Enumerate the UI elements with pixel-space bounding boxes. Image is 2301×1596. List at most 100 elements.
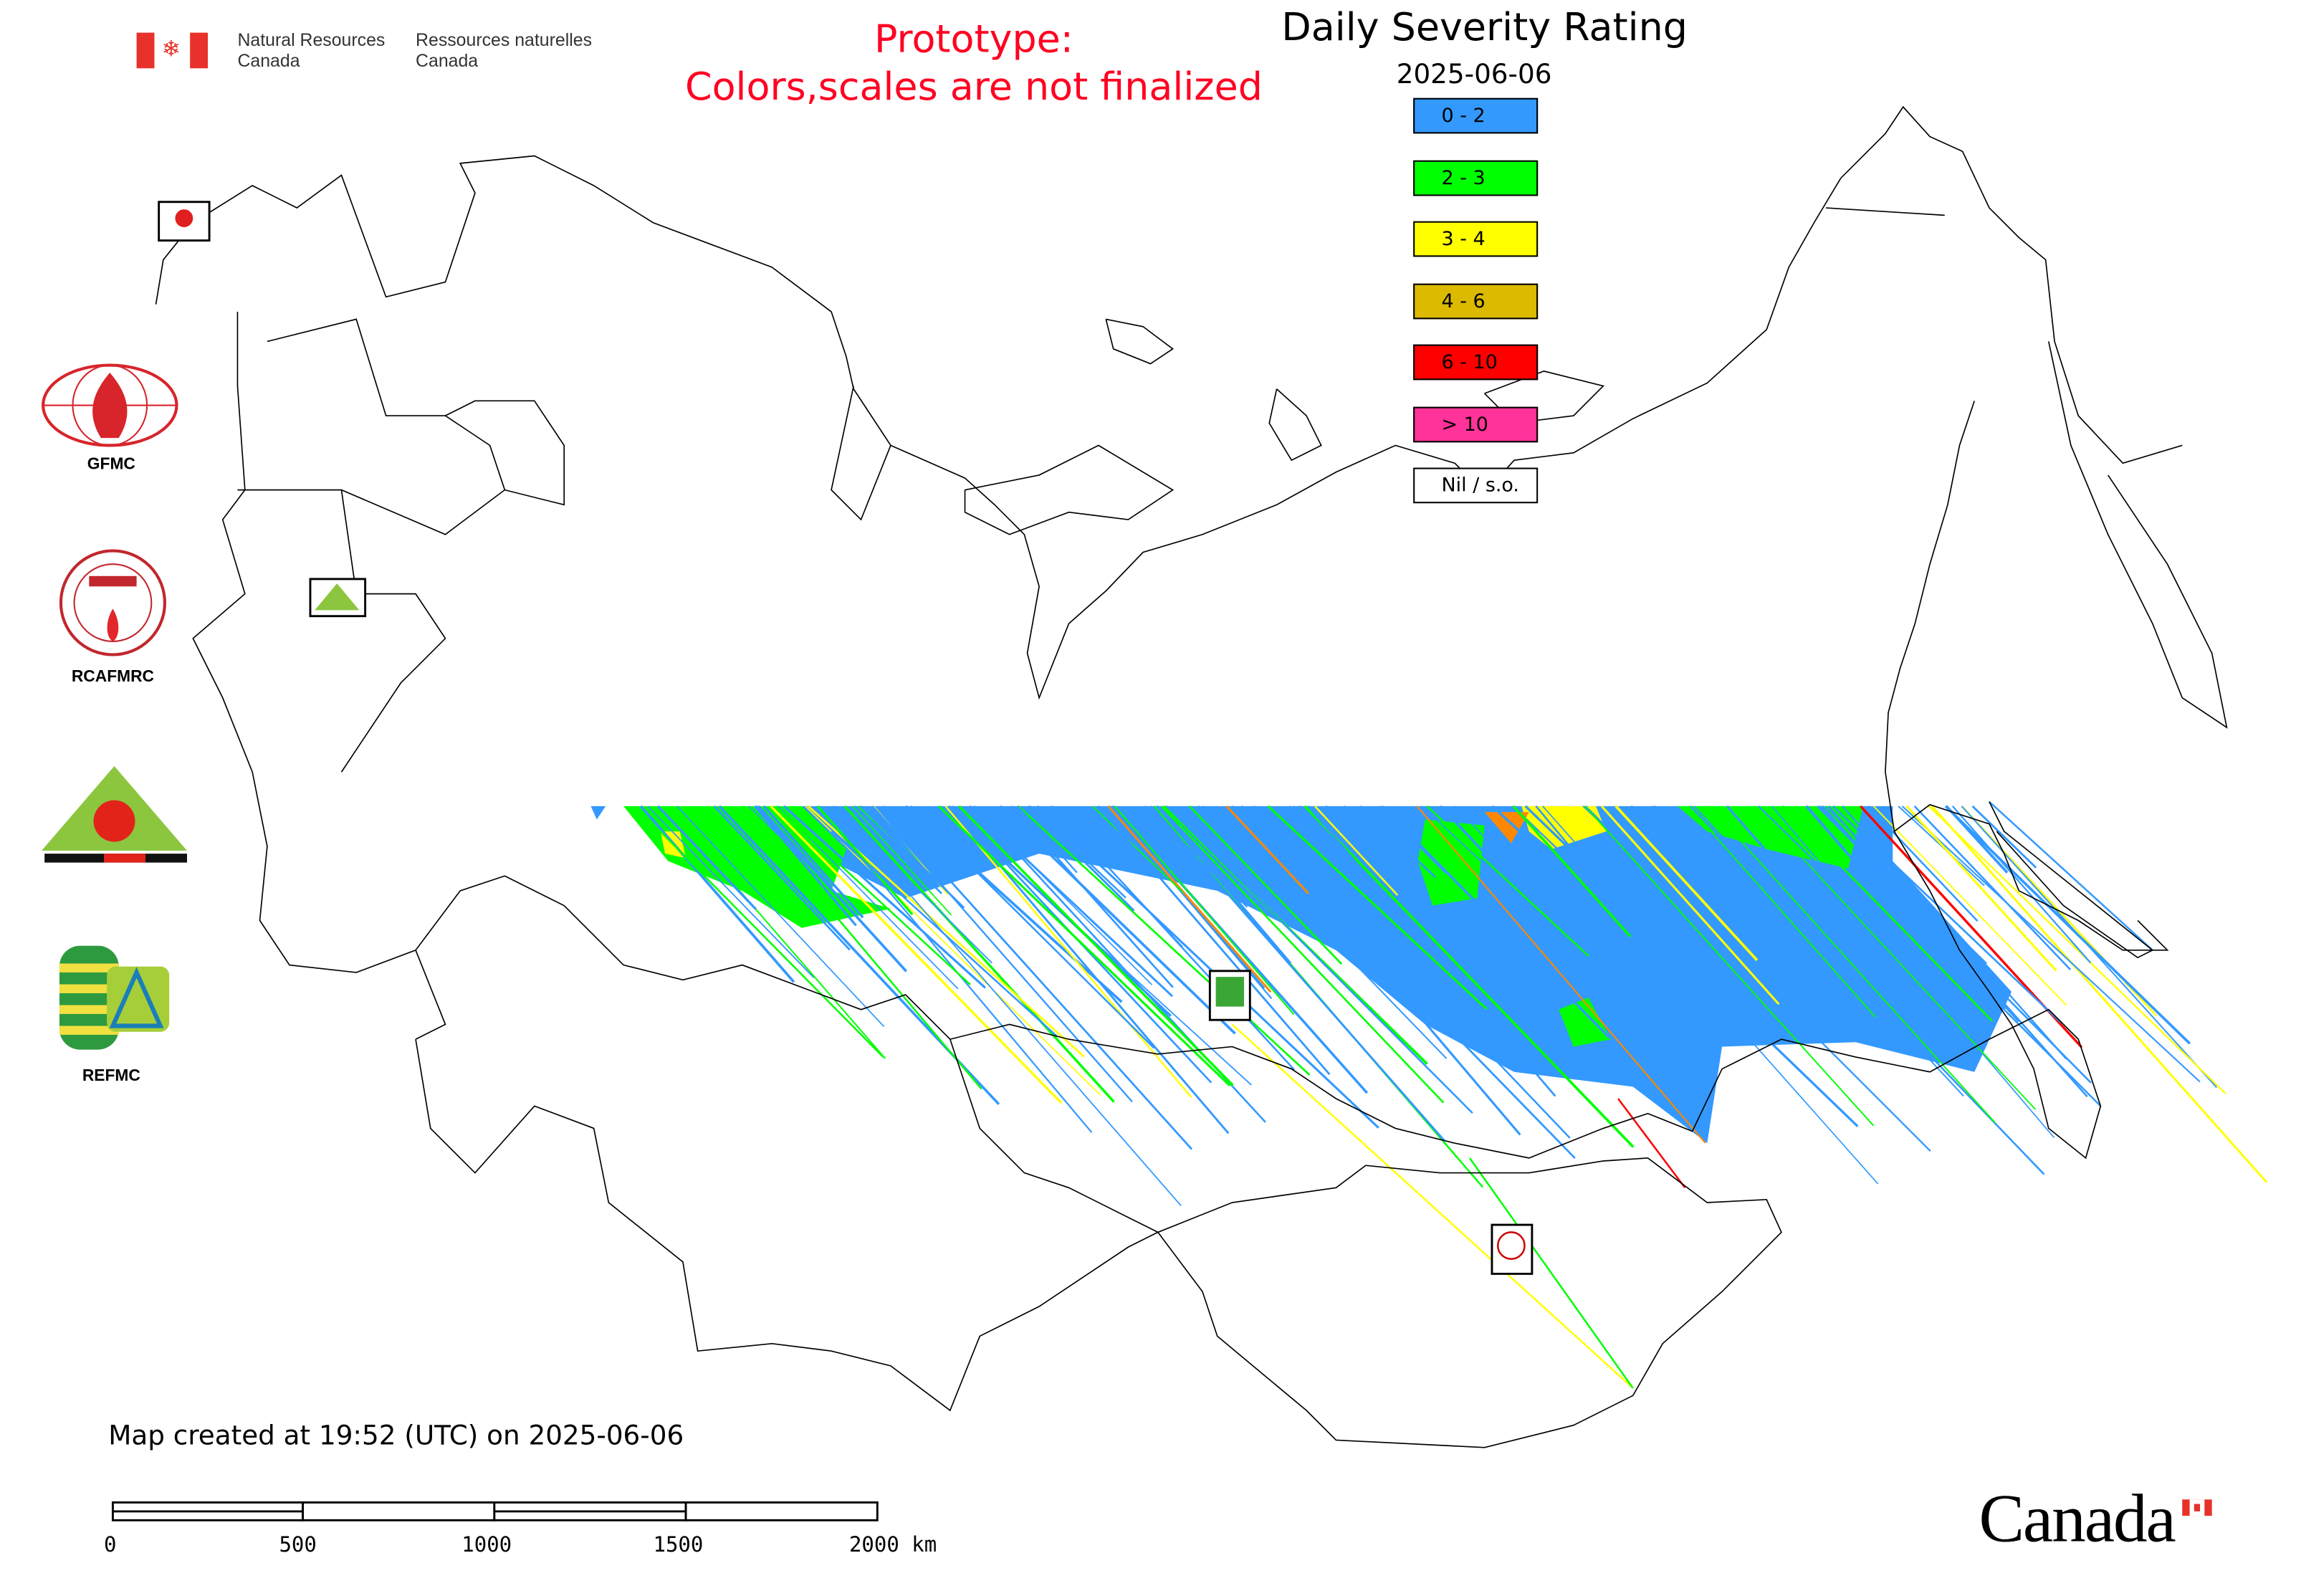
severity-streak bbox=[1817, 805, 2092, 1084]
prototype-notice: Prototype: Colors,scales are not finaliz… bbox=[647, 16, 1301, 112]
severity-streak bbox=[1018, 805, 1311, 1076]
severity-streak bbox=[1091, 806, 1184, 893]
severity-streak bbox=[969, 805, 1174, 998]
agency-en-line1: Natural Resources bbox=[237, 29, 386, 51]
severity-streak bbox=[1781, 805, 1993, 1022]
severity-streak bbox=[753, 805, 857, 927]
severity-streak bbox=[859, 805, 965, 909]
severity-streak bbox=[843, 805, 1115, 1103]
severity-streak bbox=[1231, 805, 1576, 1160]
legend-item: 0 - 2 bbox=[1413, 97, 1539, 134]
severity-streak bbox=[1267, 805, 1488, 1010]
severity-streak bbox=[1027, 805, 1135, 912]
severity-streak bbox=[937, 805, 1231, 1087]
severity-streak bbox=[1600, 805, 1780, 1005]
severity-streak bbox=[1426, 805, 1590, 957]
severity-data-layer bbox=[590, 801, 2268, 1389]
severity-streak bbox=[1913, 805, 2072, 970]
severity-streak bbox=[1114, 806, 1295, 1016]
scale-label-500: 500 bbox=[279, 1533, 317, 1558]
severity-streak bbox=[1036, 805, 1379, 1129]
severity-streak bbox=[999, 805, 1236, 1035]
kazakhstan-south-border bbox=[415, 1038, 1159, 1412]
reefmc-logo bbox=[39, 765, 191, 866]
severity-streak bbox=[1324, 805, 1397, 874]
prototype-line1: Prototype: bbox=[874, 17, 1073, 63]
rcafmrc-label: RCAFMRC bbox=[71, 668, 155, 687]
legend-item: Nil / s.o. bbox=[1413, 467, 1539, 504]
severity-streak bbox=[1111, 805, 1369, 1094]
severity-streak bbox=[1931, 805, 2268, 1183]
agency-fr-line2: Canada bbox=[416, 50, 479, 72]
severity-streak bbox=[1951, 806, 2092, 964]
severity-streak bbox=[770, 805, 1063, 1104]
severity-streak bbox=[1454, 806, 1550, 906]
severity-streak bbox=[1468, 1157, 1634, 1389]
severity-streak bbox=[1378, 806, 1447, 874]
europe-borders-3 bbox=[445, 400, 565, 506]
severity-streak bbox=[851, 806, 952, 916]
novaya-zemlya bbox=[831, 386, 891, 521]
severity-streak bbox=[831, 831, 1058, 1037]
gfmc-globe-icon bbox=[42, 363, 178, 447]
severity-streak bbox=[666, 806, 886, 1059]
severity-streak bbox=[1827, 806, 2088, 1098]
mongolia-border bbox=[1157, 1157, 1782, 1448]
severity-streak bbox=[1630, 806, 1848, 1041]
scale-label-0: 0 bbox=[104, 1533, 117, 1558]
severity-streak bbox=[1758, 806, 1953, 996]
map-date: 2025-06-06 bbox=[1396, 59, 1552, 91]
severity-streak bbox=[755, 805, 908, 973]
severity-streak bbox=[1584, 806, 1875, 1127]
severity-streak bbox=[832, 806, 1182, 1207]
arctic-islands bbox=[964, 444, 1175, 535]
severity-streak bbox=[1166, 805, 1473, 1114]
severity-streak bbox=[1160, 805, 1445, 1104]
severity-streak bbox=[647, 806, 815, 978]
severity-streak bbox=[1143, 806, 1248, 908]
severity-streak bbox=[2003, 1008, 2102, 1107]
severity-streak bbox=[1197, 806, 1293, 909]
severity-streak bbox=[972, 806, 1153, 985]
severity-streak bbox=[1805, 805, 1917, 933]
legend-item: > 10 bbox=[1413, 406, 1539, 442]
severity-streak bbox=[1989, 801, 2153, 951]
severity-streak bbox=[1303, 805, 1635, 1148]
severity-region-0-2 bbox=[590, 806, 606, 820]
severity-streak bbox=[805, 806, 1101, 1096]
severity-streak bbox=[1542, 806, 1879, 1185]
scale-label-1000: 1000 bbox=[461, 1533, 512, 1558]
legend-item: 6 - 10 bbox=[1413, 344, 1539, 381]
severity-streak bbox=[1832, 805, 2062, 1023]
severity-streak bbox=[904, 805, 1123, 1003]
sakhalin-island bbox=[1989, 801, 2154, 959]
canada-flag-icon: ❄ bbox=[136, 32, 209, 69]
boundaries bbox=[155, 105, 2228, 1448]
severity-streak bbox=[1821, 805, 2006, 1010]
severity-streak bbox=[1017, 806, 1078, 874]
severity-streak bbox=[853, 805, 942, 894]
severity-streak bbox=[1584, 806, 1931, 1152]
severity-streak bbox=[1842, 806, 2067, 1060]
kamchatka bbox=[2047, 341, 2228, 729]
rcafmrc-logo bbox=[59, 549, 166, 656]
severity-streak bbox=[1097, 805, 1331, 1076]
severity-streak bbox=[676, 806, 885, 1027]
reefmc-triangle-icon bbox=[42, 765, 191, 864]
severity-streak bbox=[1288, 806, 1486, 1019]
severity-streak bbox=[1928, 806, 2226, 1094]
chukotka-line bbox=[1826, 207, 1945, 216]
severity-streak bbox=[1145, 806, 1233, 891]
russia-west-border bbox=[192, 312, 2019, 1159]
severity-streak bbox=[742, 806, 982, 1090]
severity-streak bbox=[637, 808, 884, 1058]
severity-region-2-3 bbox=[1417, 819, 1485, 906]
severity-streak bbox=[1307, 805, 1556, 1097]
severity-streak bbox=[1754, 806, 2037, 1110]
site-markers bbox=[158, 201, 1534, 1275]
severity-streak bbox=[1708, 806, 1996, 1124]
severity-streak bbox=[1029, 805, 1126, 899]
severity-streak bbox=[1202, 806, 1448, 1059]
severity-streak bbox=[757, 805, 833, 889]
severity-streak bbox=[1617, 1098, 1686, 1189]
